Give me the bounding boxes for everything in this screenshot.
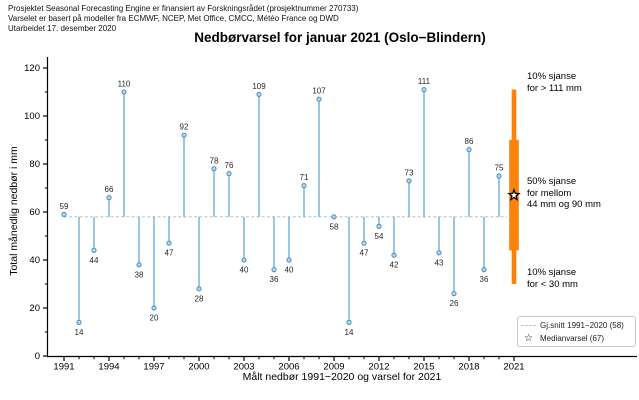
value-label-2010: 14 (345, 328, 354, 337)
value-label-2000: 28 (195, 294, 204, 303)
x-tick-label-1994: 1994 (98, 362, 119, 373)
legend: Gj.snitt 1991−2020 (58) ☆ Medianvarsel (… (517, 316, 636, 347)
y-tick-label-80: 80 (29, 159, 40, 170)
data-point-2019 (481, 267, 487, 273)
value-label-2001: 78 (210, 156, 219, 165)
value-label-2009: 58 (330, 222, 339, 231)
value-label-2004: 109 (252, 82, 266, 91)
value-label-1999: 92 (180, 123, 189, 132)
data-point-2015 (421, 87, 427, 93)
header-line-date: Utarbeidet 17. desember 2020 (8, 24, 117, 33)
x-axis-label: Målt nedbør 1991−2020 og varsel for 2021 (242, 371, 442, 383)
data-point-2000 (196, 286, 202, 292)
value-label-1994: 66 (105, 185, 114, 194)
data-point-1991 (61, 211, 67, 217)
data-point-1998 (166, 240, 172, 246)
data-point-2009 (331, 214, 337, 220)
value-label-2011: 47 (360, 249, 369, 258)
value-label-1997: 20 (150, 314, 159, 323)
value-label-2002: 76 (225, 161, 234, 170)
data-point-2011 (361, 240, 367, 246)
value-label-1991: 59 (60, 202, 69, 211)
data-point-2008 (316, 96, 322, 102)
legend-row-median: ☆ Medianvarsel (67) (521, 332, 632, 345)
data-point-2001 (211, 166, 217, 172)
y-tick-label-20: 20 (29, 303, 40, 314)
value-label-2019: 36 (480, 275, 489, 284)
header-line-funding: Prosjektet Seasonal Forecasting Engine e… (8, 4, 359, 13)
value-label-2015: 111 (418, 77, 431, 86)
value-label-2013: 42 (390, 261, 399, 270)
value-label-1993: 44 (90, 256, 99, 265)
annotation-upper-10pct: 10% sjanse for > 111 mm (527, 71, 582, 94)
data-point-2018 (466, 147, 472, 153)
value-label-2018: 86 (465, 137, 474, 146)
data-point-1996 (136, 262, 142, 268)
x-tick-label-2003: 2003 (233, 362, 254, 373)
value-label-2012: 54 (375, 232, 384, 241)
x-tick-label-2015: 2015 (413, 362, 434, 373)
median-star-icon: ☆ (524, 332, 533, 344)
y-tick-label-40: 40 (29, 255, 40, 266)
data-point-2002 (226, 171, 232, 177)
data-point-1992 (76, 319, 82, 325)
y-axis-label: Total månedlig nedbør i mm (8, 146, 20, 276)
x-tick-label-1997: 1997 (143, 362, 164, 373)
data-point-1997 (151, 305, 157, 311)
data-point-2016 (436, 250, 442, 256)
value-label-2003: 40 (240, 266, 249, 275)
chart-title: Nedbørvarsel for januar 2021 (Oslo−Blind… (194, 30, 486, 45)
value-label-1996: 38 (135, 270, 144, 279)
x-tick-label-2006: 2006 (278, 362, 299, 373)
y-tick-label-120: 120 (24, 63, 40, 74)
data-point-2013 (391, 252, 397, 258)
y-tick-label-100: 100 (24, 111, 40, 122)
header-line-models: Varselet er basert på modeller fra ECMWF… (8, 14, 339, 23)
value-label-1998: 47 (165, 249, 174, 258)
x-tick-label-2012: 2012 (368, 362, 389, 373)
data-point-1993 (91, 247, 97, 253)
annotation-middle-50pct: 50% sjanse for mellom 44 mm og 90 mm (527, 176, 601, 210)
data-point-2010 (346, 319, 352, 325)
legend-mean-label: Gj.snitt 1991−2020 (58) (540, 321, 624, 330)
data-point-2012 (376, 223, 382, 229)
data-point-2006 (286, 257, 292, 263)
data-point-1999 (181, 132, 187, 138)
x-tick-label-2021: 2021 (503, 362, 524, 373)
value-label-2006: 40 (285, 266, 294, 275)
y-tick-label-60: 60 (29, 207, 40, 218)
legend-median-label: Medianvarsel (67) (540, 334, 605, 343)
y-tick-label-0: 0 (35, 351, 40, 362)
annotation-lower-10pct: 10% sjanse for < 30 mm (527, 267, 578, 290)
median-forecast-star (507, 188, 521, 202)
value-label-2014: 73 (405, 168, 414, 177)
value-label-2017: 26 (450, 299, 459, 308)
value-label-2016: 43 (435, 258, 444, 267)
x-tick-label-1991: 1991 (53, 362, 74, 373)
x-tick-label-2000: 2000 (188, 362, 209, 373)
data-point-2003 (241, 257, 247, 263)
value-label-2008: 107 (312, 87, 326, 96)
data-point-2005 (271, 267, 277, 273)
legend-row-mean: Gj.snitt 1991−2020 (58) (521, 319, 632, 332)
value-label-2007: 71 (300, 173, 309, 182)
data-point-1995 (121, 89, 127, 95)
value-label-2005: 36 (270, 275, 279, 284)
x-tick-label-2009: 2009 (323, 362, 344, 373)
figure-header: Prosjektet Seasonal Forecasting Engine e… (8, 4, 358, 34)
mean-dashed-line-icon (521, 325, 536, 326)
value-label-1995: 110 (118, 80, 131, 89)
data-point-2004 (256, 91, 262, 98)
value-label-2020: 75 (495, 164, 504, 173)
value-label-1992: 14 (75, 328, 84, 337)
x-tick-label-2018: 2018 (458, 362, 479, 373)
data-point-2020 (496, 173, 502, 179)
data-point-1994 (106, 195, 112, 201)
data-point-2017 (451, 291, 457, 297)
data-point-2014 (406, 178, 412, 184)
data-point-2007 (301, 183, 307, 189)
